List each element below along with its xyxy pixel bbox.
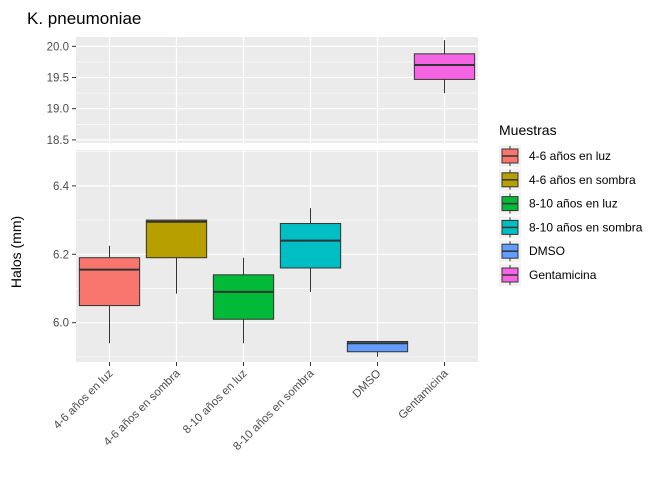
lower-panel: 6.0 6.2 6.4	[53, 150, 478, 362]
box-3	[279, 208, 342, 292]
box-iqr	[78, 257, 141, 307]
legend-label: 4-6 años en sombra	[529, 173, 636, 187]
plot-panels: 18.5 19.0 19.5 20.0 6.0 6.2 6.4	[47, 37, 478, 362]
box-4	[346, 340, 409, 357]
legend-label: 4-6 años en luz	[529, 149, 611, 163]
legend-title: Muestras	[499, 122, 557, 138]
y-tick-label: 20.0	[47, 41, 69, 53]
y-tick-label: 19.0	[47, 104, 69, 116]
y-axis-title: Halos (mm)	[8, 216, 24, 288]
legend-item: 8-10 años en luz	[499, 192, 618, 215]
upper-panel-background	[76, 37, 478, 143]
box-iqr	[279, 223, 342, 269]
x-tick-label: 4-6 años en sombra	[102, 367, 183, 448]
legend-item: DMSO	[499, 240, 565, 263]
legend-item: Gentamicina	[499, 264, 597, 286]
legend-item: 8-10 años en sombra	[499, 216, 643, 239]
x-tick-label: 4-6 años en luz	[52, 367, 116, 431]
box-iqr	[145, 219, 208, 259]
box-iqr	[212, 274, 275, 320]
legend-item: 4-6 años en luz	[499, 145, 611, 167]
y-tick-label: 6.2	[53, 249, 69, 261]
y-tick-label: 18.5	[47, 135, 69, 147]
box-1	[145, 219, 208, 294]
legend-label: Gentamicina	[529, 268, 597, 282]
x-tick-label: DMSO	[351, 368, 384, 401]
lower-panel-background	[76, 150, 478, 362]
box-2	[212, 257, 275, 344]
box-iqr	[413, 53, 476, 80]
legend-label: DMSO	[529, 244, 565, 258]
y-tick-label: 6.0	[53, 318, 69, 330]
legend-label: 8-10 años en sombra	[529, 220, 643, 234]
chart-title: K. pneumoniae	[27, 9, 141, 28]
x-tick-label: Gentamicina	[396, 367, 451, 422]
box-0	[78, 245, 141, 344]
legend-item: 4-6 años en sombra	[499, 168, 636, 191]
legend-label: 8-10 años en luz	[529, 197, 618, 211]
y-tick-label: 19.5	[47, 73, 69, 85]
x-tick-label: 8-10 años en luz	[181, 367, 250, 436]
box-iqr	[346, 340, 409, 353]
y-tick-label: 6.4	[53, 181, 70, 193]
upper-panel: 18.5 19.0 19.5 20.0	[47, 37, 478, 147]
legend: Muestras 4-6 años en luz 4-6 años en somb…	[499, 122, 643, 286]
box-5	[413, 40, 476, 94]
